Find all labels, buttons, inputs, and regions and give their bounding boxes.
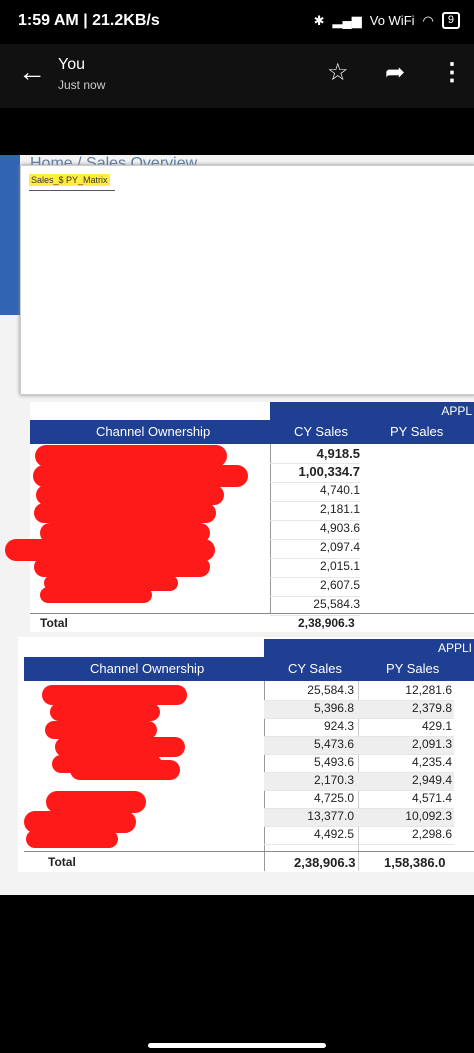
battery-icon: 9: [441, 12, 460, 29]
py-cell: 12,281.6: [405, 683, 452, 697]
redaction: [26, 830, 118, 848]
cy-cell: 25,584.3: [307, 683, 354, 697]
matrix-table-2: APPLI Channel Ownership CY Sales PY Sale…: [18, 637, 474, 872]
report-side-band: [0, 155, 20, 315]
total-divider: [30, 613, 474, 614]
redaction: [55, 737, 185, 757]
tag-underline: [29, 190, 115, 191]
status-icons: ✱ ▂▄▆ Vo WiFi ◠ 9: [314, 12, 460, 29]
star-icon[interactable]: ☆: [327, 59, 349, 86]
cy-cell: 4,918.5: [270, 446, 360, 464]
shared-image: Home / Sales Overview Sales_$ PY_Matrix …: [0, 155, 474, 895]
total-py: 1,58,386.0: [384, 855, 446, 870]
col-channel[interactable]: Channel Ownership: [90, 661, 205, 676]
col-py[interactable]: PY Sales: [386, 661, 440, 676]
table-row: 924.3 429.1: [264, 719, 454, 737]
cy-cell: 13,377.0: [307, 809, 354, 823]
redaction: [70, 760, 180, 780]
redaction: [40, 523, 210, 543]
sent-time: Just now: [58, 78, 106, 92]
table-row: 4,492.5 2,298.6: [264, 827, 454, 845]
py-cell: 429.1: [421, 719, 452, 733]
status-bar: 1:59 AM | 21.2KB/s ✱ ▂▄▆ Vo WiFi ◠ 9: [0, 0, 474, 44]
popup-panel: Sales_$ PY_Matrix: [20, 165, 474, 395]
bluetooth-icon: ✱: [313, 12, 325, 28]
cy-cell: 5,396.8: [313, 701, 354, 715]
redaction: [45, 721, 157, 739]
table-row: 25,584.3 12,281.6: [264, 683, 454, 701]
table-row: 4,725.0 4,571.4: [264, 791, 454, 809]
group-header: APPLI: [264, 639, 474, 658]
col-divider: [270, 444, 271, 614]
redaction: [35, 445, 227, 467]
status-time: 1:59 AM | 21.2KB/s: [18, 12, 160, 29]
total-divider: [24, 851, 474, 852]
redaction: [42, 685, 187, 705]
cy-cell: 5,473.6: [313, 737, 354, 751]
sender-name: You: [58, 56, 85, 73]
total-cy: 2,38,906.3: [294, 855, 356, 870]
group-header-label: APPLI: [437, 641, 472, 655]
cy-cell: 25,584.3: [270, 597, 360, 616]
vowifi-label: Vo WiFi: [369, 13, 415, 28]
table-row: 2,170.3 2,949.4: [264, 773, 454, 791]
total-label: Total: [48, 855, 76, 869]
group-header: APPL: [270, 402, 474, 421]
redaction: [34, 503, 216, 523]
app-bar: ← You Just now ☆ ➦ ⋮: [0, 44, 474, 108]
col-cy[interactable]: CY Sales: [294, 424, 348, 439]
py-cell: 4,571.4: [411, 791, 452, 805]
table2-rows: 25,584.3 12,281.6 5,396.8 2,379.8 924.3 429…: [264, 683, 454, 845]
py-cell: 10,092.3: [405, 809, 452, 823]
cy-cell: 2,170.3: [313, 773, 354, 787]
py-cell: 4,235.4: [411, 755, 452, 769]
col-channel[interactable]: Channel Ownership: [96, 424, 211, 439]
share-icon[interactable]: ➦: [385, 59, 406, 86]
py-cell: 2,298.6: [411, 827, 452, 841]
column-header-row: Channel Ownership CY Sales PY Sales: [24, 657, 474, 681]
back-arrow-icon[interactable]: ←: [18, 56, 46, 87]
redaction: [46, 791, 146, 813]
table-row: 13,377.0 10,092.3: [264, 809, 454, 827]
cy-cell: 2,181.1: [270, 502, 360, 521]
cy-values: 4,918.5 1,00,334.7 4,740.1 2,181.1 4,903…: [270, 446, 360, 616]
signal-icon: ▂▄▆: [332, 12, 362, 28]
redaction: [34, 557, 210, 577]
cy-cell: 924.3: [323, 719, 354, 733]
more-options-icon[interactable]: ⋮: [440, 59, 464, 86]
redaction: [24, 811, 136, 833]
total-cy: 2,38,906.3: [298, 616, 355, 630]
group-header-label: APPL: [441, 404, 472, 418]
cy-cell: 2,607.5: [270, 578, 360, 597]
cy-cell: 5,493.6: [313, 755, 354, 769]
redaction: [50, 703, 160, 721]
col-cy[interactable]: CY Sales: [288, 661, 342, 676]
redaction: [33, 465, 248, 487]
py-cell: 2,949.4: [411, 773, 452, 787]
table-row: 5,396.8 2,379.8: [264, 701, 454, 719]
table-row: 5,473.6 2,091.3: [264, 737, 454, 755]
table-row: 5,493.6 4,235.4: [264, 755, 454, 773]
popup-tag: Sales_$ PY_Matrix: [29, 174, 110, 186]
py-cell: 2,091.3: [411, 737, 452, 751]
cy-cell: 4,903.6: [270, 521, 360, 540]
cy-cell: 4,740.1: [270, 483, 360, 502]
cy-cell: 4,492.5: [313, 827, 354, 841]
cy-cell: 2,097.4: [270, 540, 360, 559]
py-cell: 2,379.8: [411, 701, 452, 715]
home-indicator[interactable]: [148, 1043, 326, 1048]
cy-cell: 1,00,334.7: [270, 464, 360, 483]
redaction: [40, 587, 152, 603]
col-py[interactable]: PY Sales: [390, 424, 444, 439]
total-label: Total: [40, 616, 68, 630]
column-header-row: Channel Ownership CY Sales PY Sales: [30, 420, 474, 444]
cy-cell: 4,725.0: [313, 791, 354, 805]
cy-cell: 2,015.1: [270, 559, 360, 578]
redaction: [36, 485, 224, 505]
redaction: [5, 539, 215, 561]
wifi-icon: ◠: [422, 12, 434, 28]
